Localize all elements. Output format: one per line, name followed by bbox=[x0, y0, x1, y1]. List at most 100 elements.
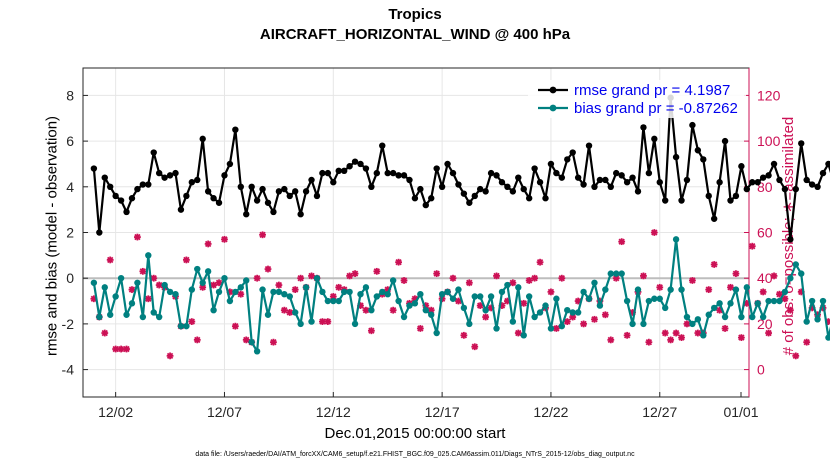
obs-count-marker bbox=[308, 272, 315, 280]
bias-point bbox=[618, 270, 625, 277]
obs-count-marker bbox=[416, 325, 424, 332]
rmse-point bbox=[96, 229, 103, 236]
obs-count-marker bbox=[737, 334, 745, 341]
rmse-point bbox=[395, 172, 402, 179]
bias-point bbox=[166, 288, 174, 296]
rmse-point bbox=[705, 192, 712, 200]
obs-count-marker bbox=[346, 272, 354, 280]
bias-point bbox=[705, 311, 712, 318]
bias-point bbox=[243, 277, 250, 284]
rmse-point bbox=[384, 169, 391, 177]
bias-point bbox=[411, 300, 419, 307]
obs-count-marker bbox=[112, 345, 120, 353]
obs-count-marker bbox=[607, 336, 615, 344]
bias-point bbox=[232, 288, 239, 296]
obs-count-marker bbox=[204, 240, 212, 248]
rmse-point bbox=[460, 190, 468, 197]
bias-point bbox=[754, 300, 761, 307]
rmse-point bbox=[90, 165, 98, 172]
rmse-point bbox=[379, 142, 386, 149]
rmse-point bbox=[400, 172, 408, 179]
obs-count-marker bbox=[389, 306, 397, 314]
x-tick-label: 12/22 bbox=[533, 404, 568, 420]
bias-point bbox=[101, 284, 108, 291]
bias-point bbox=[710, 304, 718, 312]
obs-count-marker bbox=[650, 229, 658, 236]
bias-point bbox=[215, 288, 223, 296]
obs-count-marker bbox=[656, 283, 664, 291]
obs-count-marker bbox=[139, 267, 147, 275]
x-tick-label: 12/17 bbox=[425, 404, 460, 420]
obs-count-marker bbox=[395, 258, 402, 266]
obs-count-marker bbox=[449, 274, 457, 282]
bias-point bbox=[286, 293, 293, 300]
rmse-point bbox=[221, 172, 228, 179]
bias-point bbox=[183, 322, 190, 330]
y-tick-label-left: 6 bbox=[66, 133, 74, 149]
bias-point bbox=[732, 286, 740, 293]
rmse-point bbox=[662, 197, 669, 204]
bias-point bbox=[248, 338, 255, 346]
rmse-point bbox=[422, 201, 429, 209]
rmse-point bbox=[215, 199, 223, 206]
rmse-point bbox=[308, 176, 315, 184]
obs-count-marker bbox=[106, 256, 114, 264]
rmse-point bbox=[417, 185, 424, 193]
rmse-point bbox=[656, 179, 663, 186]
x-tick-label: 12/27 bbox=[642, 404, 677, 420]
rmse-point bbox=[743, 185, 751, 193]
bias-point bbox=[721, 313, 729, 321]
bias-point bbox=[808, 297, 816, 305]
rmse-point bbox=[759, 174, 767, 181]
obs-count-marker bbox=[569, 313, 577, 321]
bias-point bbox=[107, 311, 114, 318]
rmse-point bbox=[449, 169, 457, 177]
rmse-point bbox=[520, 185, 527, 193]
obs-count-marker bbox=[123, 345, 130, 353]
bias-point bbox=[172, 290, 179, 298]
bias-point bbox=[678, 286, 685, 293]
obs-count-marker bbox=[237, 290, 245, 298]
rmse-point bbox=[270, 208, 277, 216]
rmse-point bbox=[803, 176, 810, 184]
rmse-point bbox=[466, 199, 473, 206]
obs-count-marker bbox=[128, 286, 136, 294]
bias-point bbox=[672, 236, 680, 243]
y-tick-label-right: 40 bbox=[757, 270, 773, 286]
obs-count-marker bbox=[253, 274, 261, 282]
bias-point bbox=[574, 309, 582, 316]
rmse-point bbox=[694, 147, 702, 154]
obs-count-marker bbox=[242, 336, 250, 344]
rmse-point bbox=[602, 176, 609, 184]
bias-point bbox=[351, 320, 359, 328]
bias-point bbox=[460, 304, 468, 312]
data-file-footnote: data file: /Users/raeder/DAI/ATM_forcXX/… bbox=[195, 451, 635, 458]
bias-point bbox=[422, 306, 429, 314]
bias-point bbox=[553, 295, 560, 302]
bias-point bbox=[602, 286, 609, 293]
bias-point bbox=[134, 279, 141, 286]
obs-count-marker bbox=[101, 329, 109, 337]
obs-count-marker bbox=[221, 235, 228, 243]
rmse-point bbox=[444, 160, 451, 168]
rmse-point bbox=[335, 167, 342, 175]
rmse-point bbox=[536, 179, 544, 186]
chart-subtitle: AIRCRAFT_HORIZONTAL_WIND @ 400 hPa bbox=[259, 26, 571, 43]
obs-count-marker bbox=[672, 329, 680, 337]
rmse-point bbox=[330, 179, 337, 186]
bias-point bbox=[738, 313, 745, 321]
bias-point bbox=[194, 265, 201, 273]
rmse-point bbox=[286, 192, 293, 200]
bias-point bbox=[226, 297, 234, 305]
bias-point bbox=[749, 313, 756, 321]
bias-point bbox=[471, 293, 478, 300]
rmse-point bbox=[134, 185, 141, 193]
y-tick-label-right: 0 bbox=[757, 362, 765, 378]
bias-point bbox=[498, 288, 506, 296]
rmse-point bbox=[281, 185, 288, 193]
rmse-point bbox=[678, 197, 685, 204]
bias-point bbox=[667, 286, 674, 293]
rmse-point bbox=[123, 208, 130, 216]
rmse-point bbox=[716, 179, 723, 186]
bias-point bbox=[689, 320, 696, 328]
